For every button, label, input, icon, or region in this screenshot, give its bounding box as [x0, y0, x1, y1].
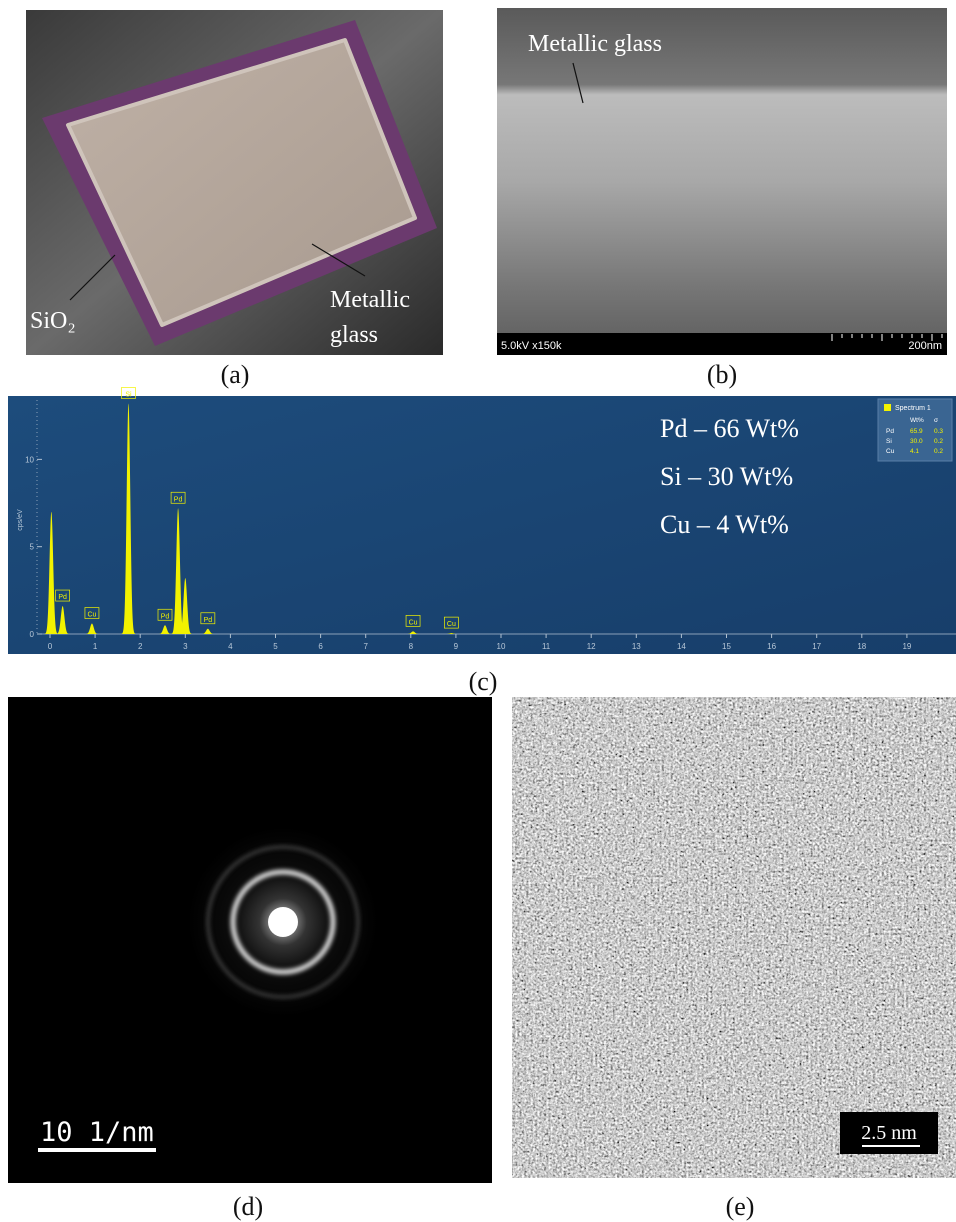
spectrum-background [8, 396, 956, 654]
legend-cell: 0.2 [934, 448, 943, 455]
x-tick-label: 14 [677, 642, 686, 651]
panel-a: SiO₂ Metallic glass (a) [26, 10, 443, 389]
x-tick-label: 2 [138, 642, 143, 651]
legend-title: Spectrum 1 [895, 405, 931, 412]
peak-label: Cu [409, 619, 418, 626]
y-tick-label: 10 [25, 455, 34, 464]
panel-label: (a) [221, 360, 250, 389]
x-tick-label: 11 [542, 642, 551, 651]
legend-cell: 65.9 [910, 428, 923, 435]
panel-label: (d) [233, 1192, 263, 1221]
legend-cell: Pd [886, 428, 894, 435]
annotation: SiO₂ [30, 308, 76, 334]
composition: Pd – 66 Wt% [660, 414, 799, 443]
legend-cell: Si [886, 438, 892, 445]
legend-swatch [884, 404, 891, 411]
legend-cell: 0.2 [934, 438, 943, 445]
x-tick-label: 0 [48, 642, 53, 651]
panel-label: (e) [726, 1192, 755, 1221]
panel-b: Metallic glass 5.0kV x150k 200nm (b) [497, 8, 947, 389]
x-tick-label: 15 [722, 642, 731, 651]
peak-label: Cu [447, 621, 456, 628]
legend-cell: 4.1 [910, 448, 919, 455]
y-tick-label: 0 [30, 630, 35, 639]
x-tick-label: 8 [409, 642, 414, 651]
legend-header: σ [934, 417, 938, 424]
x-tick-label: 10 [497, 642, 506, 651]
central-spot [268, 907, 298, 937]
legend-cell: 0.3 [934, 428, 943, 435]
peak-label: Si [125, 391, 132, 398]
composition: Cu – 4 Wt% [660, 510, 789, 539]
annotation: glass [330, 322, 378, 348]
scale-bar-label: 10 1/nm [40, 1117, 154, 1148]
annotation: Metallic glass [528, 31, 662, 57]
hrtem-image [512, 697, 956, 1178]
x-tick-label: 4 [228, 642, 233, 651]
page: SiO₂ Metallic glass (a) Metallic glass 5… [0, 0, 956, 1222]
x-tick-label: 16 [767, 642, 776, 651]
panel-e: 2.5 nm (e) [512, 697, 956, 1221]
sem-info: 5.0kV x150k [501, 340, 562, 352]
x-tick-label: 6 [318, 642, 323, 651]
y-axis-label: cps/eV [17, 509, 24, 531]
x-tick-label: 7 [363, 642, 368, 651]
x-tick-label: 5 [273, 642, 278, 651]
peak-label: Pd [161, 613, 170, 620]
peak-label: Pd [174, 496, 183, 503]
peak-label: Cu [87, 612, 96, 619]
x-tick-label: 18 [857, 642, 866, 651]
composition: Si – 30 Wt% [660, 462, 793, 491]
legend-cell: Cu [886, 448, 895, 455]
panel-label: (b) [707, 360, 737, 389]
scale-bar-label: 200nm [908, 340, 942, 352]
panel-d: 10 1/nm (d) [8, 697, 492, 1221]
x-tick-label: 19 [902, 642, 911, 651]
x-tick-label: 12 [587, 642, 596, 651]
x-tick-label: 17 [812, 642, 821, 651]
peak-label: Pd [58, 594, 67, 601]
figure: SiO₂ Metallic glass (a) Metallic glass 5… [0, 0, 956, 1222]
legend-cell: 30.0 [910, 438, 923, 445]
x-tick-label: 9 [454, 642, 459, 651]
info-bar [497, 333, 947, 355]
panel-label: (c) [469, 667, 498, 696]
annotation: Metallic [330, 287, 410, 313]
x-tick-label: 13 [632, 642, 641, 651]
y-tick-label: 5 [30, 543, 35, 552]
peak-label: Pd [204, 617, 213, 624]
sem-image [497, 8, 947, 355]
x-tick-label: 3 [183, 642, 188, 651]
x-tick-label: 1 [93, 642, 98, 651]
legend-header: Wt% [910, 417, 924, 424]
scale-bar-label: 2.5 nm [861, 1122, 917, 1144]
